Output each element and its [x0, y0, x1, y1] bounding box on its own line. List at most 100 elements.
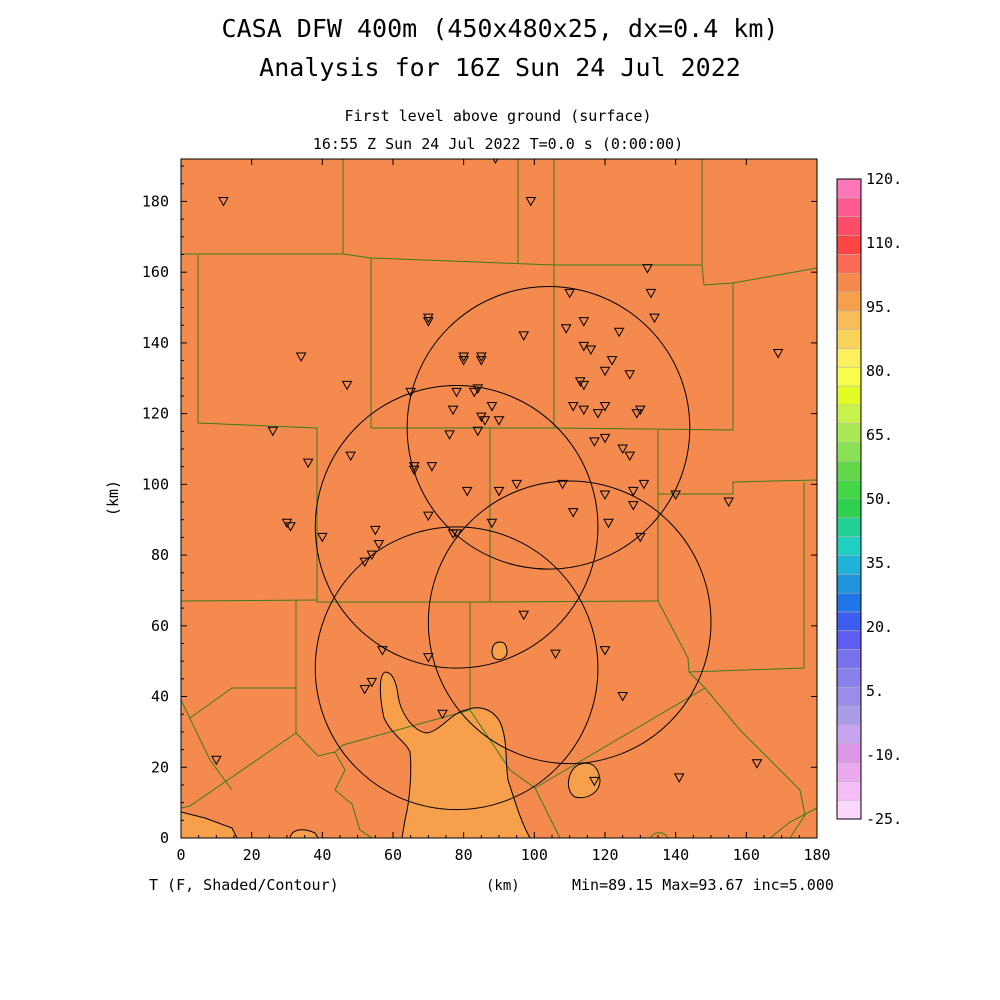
colorbar-label: 20.	[866, 618, 893, 636]
colorbar-label: 65.	[866, 426, 893, 444]
station-marker	[359, 684, 371, 695]
station-marker	[599, 433, 611, 444]
station-marker	[673, 773, 685, 783]
colorbar-swatch	[837, 762, 861, 782]
radar-ring	[427, 480, 712, 765]
x-tick-label: 80	[455, 846, 473, 864]
x-tick-label: 100	[521, 846, 548, 864]
county-line	[189, 687, 296, 719]
contour-line	[567, 762, 601, 799]
y-tick-label: 140	[142, 334, 169, 352]
colorbar-swatch	[837, 254, 861, 274]
colorbar-swatch	[837, 442, 861, 462]
colorbar-swatch	[837, 461, 861, 481]
contour-line	[181, 811, 238, 838]
radar-ring	[314, 526, 599, 811]
station-marker	[649, 313, 660, 324]
county-line	[295, 602, 471, 757]
county-line	[769, 807, 817, 838]
station-marker	[472, 426, 484, 437]
contour-line	[491, 641, 508, 661]
x-axis-unit: (km)	[486, 878, 520, 894]
county-line	[181, 601, 297, 809]
colorbar-swatch	[837, 197, 861, 217]
time-subtitle: 16:55 Z Sun 24 Jul 2022 T=0.0 s (0:00:00…	[312, 135, 684, 153]
station-marker	[578, 405, 590, 416]
station-marker	[525, 196, 537, 207]
station-marker	[479, 416, 491, 426]
county-line	[701, 159, 817, 286]
colorbar-label: 50.	[866, 490, 893, 508]
station-marker	[627, 501, 639, 511]
station-marker	[447, 405, 459, 416]
station-marker	[751, 759, 763, 769]
contour-line	[379, 671, 412, 838]
colorbar-swatch	[837, 517, 861, 537]
county-line	[704, 687, 806, 838]
axes: 0 20 40 60 80 100 120 140 160 180 0 20 40 60 80 100 120 1…	[142, 159, 831, 864]
y-tick-label: 0	[160, 829, 169, 847]
station-marker	[567, 508, 579, 518]
station-marker	[408, 465, 420, 476]
station-marker	[634, 532, 646, 543]
station-marker	[458, 356, 470, 366]
station-marker	[589, 776, 600, 787]
station-marker	[599, 646, 611, 656]
y-tick-label: 180	[142, 192, 169, 210]
station-marker	[461, 486, 473, 497]
colorbar-frame	[836, 178, 862, 820]
county-line	[334, 751, 373, 838]
station-marker	[422, 653, 434, 663]
chart-title-line-2: Analysis for 16Z Sun 24 Jul 2022	[259, 53, 741, 82]
colorbar-label: 80.	[866, 362, 893, 380]
colorbar-label: 110.	[866, 234, 902, 252]
x-tick-label: 0	[176, 846, 185, 864]
county-line	[371, 265, 555, 429]
station-marker	[578, 380, 590, 391]
county-line	[658, 479, 817, 495]
colorbar-swatch	[837, 649, 861, 669]
station-marker	[772, 349, 784, 359]
radar-coverage-rings	[314, 285, 712, 811]
colorbar-label: 95.	[866, 298, 893, 316]
county-line	[649, 832, 669, 838]
station-markers	[210, 159, 784, 787]
station-marker	[645, 288, 657, 299]
field-stats: Min=89.15 Max=93.67 inc=5.000	[572, 876, 834, 894]
colorbar-swatch	[837, 800, 861, 820]
station-marker	[426, 462, 438, 472]
station-marker	[624, 451, 636, 462]
station-marker	[422, 511, 434, 522]
colorbar-swatch	[837, 273, 861, 293]
colorbar-swatch	[837, 348, 861, 368]
station-marker	[599, 366, 611, 377]
station-marker	[638, 479, 650, 490]
county-line	[553, 283, 734, 431]
station-marker	[670, 490, 682, 500]
station-marker	[486, 518, 498, 529]
station-marker	[578, 341, 590, 352]
colorbar-label: 35.	[866, 554, 893, 572]
station-marker	[642, 264, 653, 274]
station-marker	[599, 402, 611, 412]
county-line	[181, 599, 318, 602]
station-marker	[617, 444, 629, 455]
station-marker	[468, 387, 480, 398]
colorbar-label: -25.	[866, 810, 902, 828]
station-marker	[422, 317, 434, 327]
station-marker	[493, 486, 505, 497]
colorbar-swatch	[837, 480, 861, 500]
colorbar-swatch	[837, 179, 861, 199]
station-marker	[377, 646, 388, 656]
colorbar-swatch	[837, 329, 861, 349]
colorbar-label: 120.	[866, 170, 902, 188]
station-marker	[617, 692, 629, 702]
station-marker	[405, 387, 417, 398]
station-marker	[511, 479, 523, 490]
station-marker	[295, 352, 307, 363]
colorbar-swatch	[837, 404, 861, 425]
y-tick-label: 100	[142, 475, 169, 493]
colorbar-swatch	[837, 687, 861, 707]
station-marker	[578, 317, 590, 327]
